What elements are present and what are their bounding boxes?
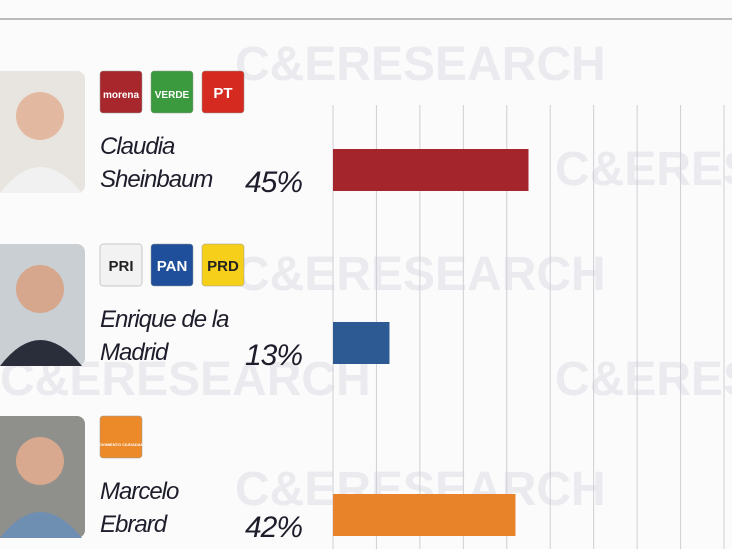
party-logo xyxy=(201,70,245,114)
bar xyxy=(333,322,390,364)
party-name: MOVIMIENTO CIUDADANO xyxy=(95,442,146,447)
candidate-photo xyxy=(0,71,85,193)
candidate-name: Claudia Sheinbaum xyxy=(100,133,213,193)
party-name: PAN xyxy=(157,258,188,275)
party-name: morena xyxy=(103,90,140,101)
watermark: C&ERESEARCH xyxy=(555,143,732,196)
party-name: VERDE xyxy=(155,90,190,101)
party-logo xyxy=(99,243,143,287)
value-label: 42% xyxy=(245,511,302,544)
value-label: 45% xyxy=(245,166,302,199)
party-name: PRD xyxy=(207,258,239,275)
party-name: PRI xyxy=(108,258,133,275)
photo-head xyxy=(16,437,64,485)
party-name: PT xyxy=(213,85,232,102)
bar xyxy=(333,149,529,191)
party-logo xyxy=(201,243,245,287)
candidate-name: Enrique de la Madrid xyxy=(100,306,229,366)
photo-body xyxy=(0,340,82,366)
photo-body xyxy=(0,512,82,538)
party-logo xyxy=(99,70,143,114)
candidate-name: Marcelo Ebrard xyxy=(100,478,179,538)
watermark: C&ERESEARCH xyxy=(555,353,732,406)
watermark: C&ERESEARCH xyxy=(235,38,606,91)
party-logo xyxy=(150,243,194,287)
photo-body xyxy=(0,167,82,193)
bar xyxy=(333,494,516,536)
party-logo xyxy=(150,70,194,114)
candidate-photo xyxy=(0,244,85,366)
party-logo xyxy=(99,415,143,459)
photo-head xyxy=(16,265,64,313)
photo-head xyxy=(16,92,64,140)
candidate-photo xyxy=(0,416,85,538)
value-label: 13% xyxy=(245,339,302,372)
